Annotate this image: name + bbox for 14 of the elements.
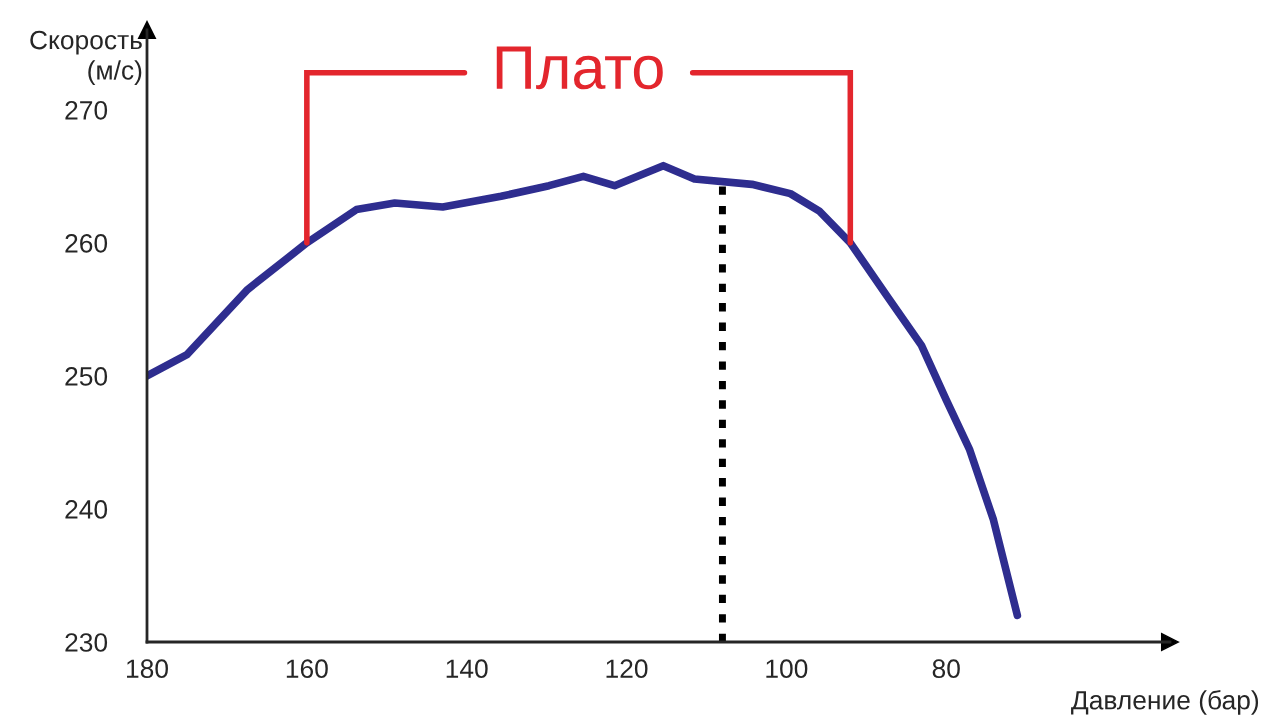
x-axis-title: Давление (бар): [1071, 689, 1259, 715]
y-axis-title: Скорость (м/с): [30, 30, 142, 85]
y-tick-label: 270: [65, 100, 108, 120]
y-tick-label: 250: [65, 367, 108, 386]
x-tick-label: 80: [932, 659, 960, 679]
x-tick-label: 120: [606, 659, 648, 679]
y-tick-label: 240: [65, 500, 108, 519]
x-tick-label: 100: [766, 659, 808, 679]
x-tick-label: 160: [286, 659, 328, 679]
x-tick-label: 140: [446, 659, 488, 679]
annotation: Плато: [496, 46, 663, 90]
x-tick-label: 180: [127, 659, 168, 679]
y-tick-label: 260: [65, 234, 108, 253]
y-tick-label: 230: [65, 633, 108, 652]
